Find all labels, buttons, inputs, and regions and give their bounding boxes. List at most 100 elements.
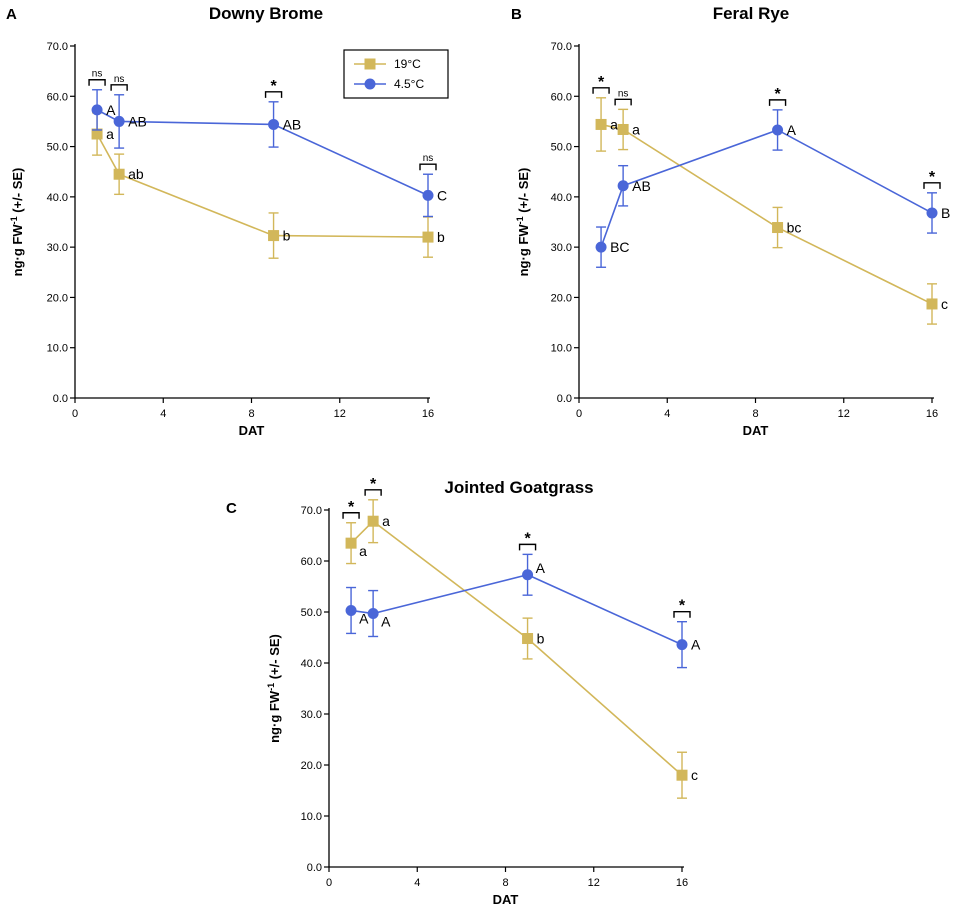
y-tick-label: 10.0 <box>47 343 68 355</box>
x-tick-label: 4 <box>160 408 166 420</box>
data-point-square <box>772 222 784 234</box>
data-point-circle <box>91 104 103 116</box>
group-letter-label: b <box>537 631 545 647</box>
group-letter-label: a <box>632 121 640 137</box>
group-letter-label: AB <box>283 116 302 132</box>
x-tick-label: 12 <box>838 408 850 420</box>
series-line-warm <box>350 520 683 776</box>
group-letter-label: A <box>536 560 546 576</box>
y-tick-label: 0.0 <box>307 862 322 874</box>
group-letter-label: A <box>691 637 701 653</box>
y-tick-label: 40.0 <box>301 658 322 670</box>
significance-ns: ns <box>92 69 103 80</box>
x-axis-title: DAT <box>239 423 265 438</box>
panel-b: B Feral Rye 0.0 10.0 20.0 30.0 40.0 50.0 60.0 70.… <box>511 4 950 438</box>
panel-letter: C <box>226 500 237 517</box>
group-letter-label: b <box>437 229 445 245</box>
panel-title: Jointed Goatgrass <box>444 478 593 497</box>
panel-c: C Jointed Goatgrass 0.0 10.0 20.0 30.0 40.0 50.… <box>226 476 701 907</box>
data-point-circle <box>522 569 534 581</box>
legend-label: 4.5°C <box>394 77 424 91</box>
group-letter-label: BC <box>610 239 629 255</box>
data-point-square <box>113 168 125 180</box>
data-point-square <box>522 633 534 645</box>
x-tick-label: 8 <box>502 877 508 889</box>
data-point-square <box>422 231 434 243</box>
data-point-square <box>345 537 357 549</box>
group-letter-label: c <box>941 296 948 312</box>
y-tick-label: 30.0 <box>551 242 572 254</box>
significance-bracket <box>923 182 941 189</box>
y-tick-label: 0.0 <box>53 393 68 405</box>
series-line-cold <box>96 109 429 197</box>
y-axis-title-superscript: -1 <box>266 683 276 691</box>
y-tick-label: 30.0 <box>47 242 68 254</box>
series-line-warm <box>96 133 429 238</box>
y-tick-label: 40.0 <box>551 192 572 204</box>
significance-bracket <box>592 87 610 94</box>
y-axis-title-main: ng·g FW <box>10 224 25 277</box>
data-point-square <box>91 128 103 140</box>
data-point-circle <box>676 639 688 651</box>
y-tick-label: 60.0 <box>47 91 68 103</box>
significance-bracket <box>419 163 437 171</box>
y-tick-label: 50.0 <box>551 142 572 154</box>
data-point-circle <box>595 241 607 253</box>
y-tick-label: 60.0 <box>551 91 572 103</box>
panel-letter: B <box>511 6 522 23</box>
significance-bracket <box>110 84 128 91</box>
group-letter-label: a <box>610 116 618 132</box>
y-tick-label: 30.0 <box>301 709 322 721</box>
series-line-cold <box>350 573 683 646</box>
x-tick-label: 0 <box>72 408 78 420</box>
series-line-cold <box>600 129 933 248</box>
x-tick-label: 16 <box>676 877 688 889</box>
data-point-circle <box>772 124 784 136</box>
data-point-square <box>676 769 688 781</box>
data-point-square <box>595 118 607 130</box>
x-tick-label: 16 <box>422 408 434 420</box>
significance-star: * <box>370 476 377 493</box>
significance-bracket <box>673 610 691 618</box>
group-letter-label: A <box>381 614 391 630</box>
y-tick-label: 40.0 <box>47 192 68 204</box>
legend-marker-square <box>364 58 376 70</box>
x-tick-label: 8 <box>248 408 254 420</box>
x-tick-label: 0 <box>576 408 582 420</box>
group-letter-label: C <box>437 187 447 203</box>
y-tick-label: 20.0 <box>551 292 572 304</box>
y-tick-label: 70.0 <box>301 505 322 517</box>
group-letter-label: ab <box>128 166 144 182</box>
y-axis-title-superscript: -1 <box>515 216 525 224</box>
significance-bracket <box>264 91 283 98</box>
y-tick-label: 70.0 <box>47 41 68 53</box>
y-tick-label: 20.0 <box>301 760 322 772</box>
significance-ns: ns <box>618 88 629 99</box>
legend-label: 19°C <box>394 57 421 71</box>
panel-a: A Downy Brome 0.0 10.0 20.0 30.0 40.0 50.0 60.0 7… <box>6 4 449 438</box>
significance-ns: ns <box>114 74 125 85</box>
significance-bracket <box>364 489 382 496</box>
significance-star: * <box>774 86 781 103</box>
significance-ns: ns <box>423 153 434 164</box>
significance-bracket <box>88 79 106 86</box>
panel-title: Feral Rye <box>713 4 790 23</box>
y-axis-title-tail: (+/- SE) <box>516 168 531 217</box>
y-tick-label: 50.0 <box>47 142 68 154</box>
data-point-square <box>926 298 938 310</box>
x-axis-title: DAT <box>743 423 769 438</box>
group-letter-label: c <box>691 767 698 783</box>
x-tick-label: 16 <box>926 408 938 420</box>
significance-star: * <box>679 598 686 615</box>
y-axis-title: ng·g FW-1 (+/- SE) <box>515 168 531 277</box>
y-axis-title-superscript: -1 <box>9 216 19 224</box>
y-tick-label: 0.0 <box>557 393 572 405</box>
y-tick-label: 20.0 <box>47 292 68 304</box>
legend: 19°C 4.5°C <box>343 49 449 99</box>
data-point-square <box>367 515 379 527</box>
y-tick-label: 50.0 <box>301 607 322 619</box>
series-line-warm <box>600 123 933 305</box>
group-letter-label: a <box>106 126 114 142</box>
significance-star: * <box>929 169 936 186</box>
y-axis-title-main: ng·g FW <box>267 690 282 743</box>
